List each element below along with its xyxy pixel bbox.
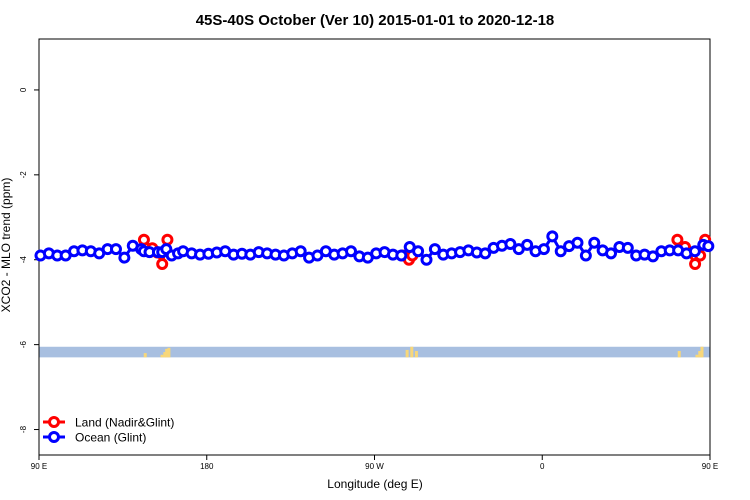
ocean-series-point [504,238,517,251]
y-tick-label: 0 [19,87,28,92]
ocean-series-point [588,236,601,249]
legend-ocean-label: Ocean (Glint) [75,431,146,445]
ocean-series-point [118,251,131,264]
ocean-series-point [546,230,559,243]
land-series-point [156,257,169,270]
legend-land-marker [48,416,60,428]
land-patch [410,346,414,358]
y-axis: 0 -2 -4 -6 -8 [19,87,39,433]
land-series-point [671,233,684,246]
ocean-series-point [646,250,659,263]
ocean-series-point [571,236,584,249]
x-tick-label: 0 [540,462,545,471]
y-tick-label: -6 [19,341,28,349]
land-patch [700,346,704,358]
ocean-series-point [395,249,408,262]
y-tick-label: -4 [19,256,28,264]
land-patch [405,349,409,358]
land-series-point [161,233,174,246]
land-patch [165,348,169,358]
ocean-series-point [621,241,634,254]
legend: Land (Nadir&Glint) Ocean (Glint) [43,416,174,445]
ocean-series-point [420,253,433,266]
x-axis: 90 E 180 90 W 0 90 E [31,455,718,471]
land-patch [695,354,699,358]
y-tick-label: -8 [19,425,28,433]
y-axis-label: XCO2 - MLO trend (ppm) [0,178,13,313]
y-tick-label: -2 [19,171,28,179]
land-patch [163,352,167,358]
x-tick-label: 90 W [365,462,384,471]
ocean-series-point [345,245,358,258]
ocean-series-point [428,243,441,256]
x-tick-label: 180 [200,462,214,471]
ocean-series-point [109,243,122,256]
legend-land-label: Land (Nadir&Glint) [75,416,174,430]
land-patch [414,351,418,358]
land-ocean-strip [39,346,710,358]
ocean-series-point [605,247,618,260]
land-patch [143,353,147,358]
land-series-point [689,257,702,270]
land-patch [167,347,171,358]
ocean-series-point [702,240,715,253]
chart-title: 45S-40S October (Ver 10) 2015-01-01 to 2… [196,12,555,29]
x-axis-label: Longitude (deg E) [327,477,422,491]
ocean-series-point [479,247,492,260]
series-layer [34,230,715,270]
ocean-series-point [412,245,425,258]
x-tick-label: 90 E [31,462,47,471]
ocean-series-point [537,243,550,256]
ocean-series-point [688,245,701,258]
ocean-series-point [579,249,592,262]
ocean-band [39,346,710,358]
land-series-point [137,233,150,246]
ocean-series-point [294,245,307,258]
land-patch [677,351,681,358]
ocean-series-point [554,245,567,258]
land-patch [698,351,702,358]
land-patch [160,354,164,358]
x-tick-label: 90 E [702,462,718,471]
legend-ocean-marker [48,431,60,443]
ocean-series-point [521,238,534,251]
